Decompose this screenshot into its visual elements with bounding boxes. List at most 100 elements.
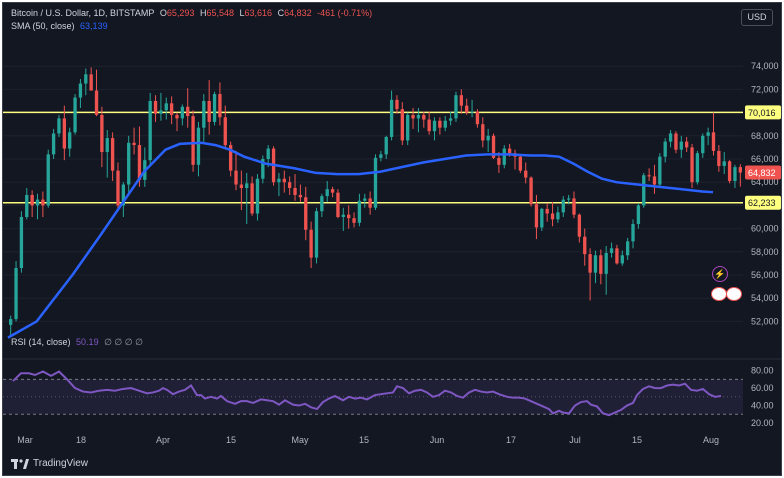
candle[interactable] xyxy=(164,97,168,120)
candle[interactable] xyxy=(540,207,544,231)
candle[interactable] xyxy=(202,94,206,142)
last-price-badge[interactable] xyxy=(745,165,781,180)
candle[interactable] xyxy=(363,193,367,208)
candle[interactable] xyxy=(599,249,603,285)
candle[interactable] xyxy=(427,111,431,135)
candle[interactable] xyxy=(153,95,158,122)
candle[interactable] xyxy=(46,149,50,208)
candle[interactable] xyxy=(625,237,630,260)
candle[interactable] xyxy=(148,92,152,165)
candle[interactable] xyxy=(647,168,651,182)
candle[interactable] xyxy=(196,121,201,177)
candle[interactable] xyxy=(304,186,308,241)
candle[interactable] xyxy=(636,203,641,229)
candle[interactable] xyxy=(620,250,624,266)
candle[interactable] xyxy=(250,176,254,216)
rsi-header[interactable]: RSI (14, close) 50.19 ∅ ∅ ∅ ∅ xyxy=(11,337,146,348)
candle[interactable] xyxy=(212,91,217,126)
candle[interactable] xyxy=(116,162,120,212)
level-badge[interactable] xyxy=(745,195,781,210)
candle[interactable] xyxy=(411,107,415,129)
candle[interactable] xyxy=(658,153,662,188)
candle[interactable] xyxy=(432,117,437,141)
candle[interactable] xyxy=(465,98,469,115)
candle[interactable] xyxy=(62,105,66,161)
candle[interactable] xyxy=(722,152,726,175)
candle[interactable] xyxy=(94,69,99,117)
candle[interactable] xyxy=(347,205,351,229)
candle[interactable] xyxy=(132,127,136,155)
candle[interactable] xyxy=(228,141,233,177)
candle[interactable] xyxy=(368,191,372,215)
candle[interactable] xyxy=(711,112,716,156)
candle[interactable] xyxy=(309,221,313,269)
candle[interactable] xyxy=(191,110,195,172)
candle[interactable] xyxy=(373,154,378,211)
candle[interactable] xyxy=(545,203,549,222)
candle[interactable] xyxy=(73,94,77,135)
candle[interactable] xyxy=(277,172,281,197)
candle[interactable] xyxy=(572,191,576,219)
candle[interactable] xyxy=(352,212,356,228)
candle[interactable] xyxy=(100,106,104,168)
candle[interactable] xyxy=(9,315,13,336)
candle[interactable] xyxy=(727,160,732,184)
candle[interactable] xyxy=(223,105,227,149)
candle[interactable] xyxy=(733,164,737,188)
alert-icon[interactable]: ⚡ xyxy=(712,266,728,282)
candle[interactable] xyxy=(615,244,619,265)
candle[interactable] xyxy=(127,135,131,195)
candle[interactable] xyxy=(706,127,710,146)
candle[interactable] xyxy=(234,150,238,191)
candle[interactable] xyxy=(357,193,362,227)
candle[interactable] xyxy=(57,114,61,137)
candle[interactable] xyxy=(438,117,442,135)
candle[interactable] xyxy=(19,211,24,273)
candle[interactable] xyxy=(454,91,458,122)
candle[interactable] xyxy=(159,92,163,121)
candle[interactable] xyxy=(443,116,447,132)
candle[interactable] xyxy=(604,246,608,295)
candle[interactable] xyxy=(169,96,174,125)
candle[interactable] xyxy=(556,206,560,223)
candle[interactable] xyxy=(475,109,480,128)
candle[interactable] xyxy=(631,219,635,249)
candle[interactable] xyxy=(524,162,528,184)
symbol-title[interactable]: Bitcoin / U.S. Dollar, 1D, BITSTAMP xyxy=(11,8,155,18)
candle[interactable] xyxy=(239,170,244,211)
candle[interactable] xyxy=(566,194,571,205)
candle[interactable] xyxy=(481,117,485,148)
candle[interactable] xyxy=(502,145,506,169)
candle[interactable] xyxy=(379,150,383,162)
candle[interactable] xyxy=(336,189,340,219)
candle[interactable] xyxy=(470,99,474,118)
candle[interactable] xyxy=(30,190,34,217)
candle[interactable] xyxy=(422,111,426,128)
candle[interactable] xyxy=(245,172,249,224)
candle[interactable] xyxy=(282,170,286,193)
candle[interactable] xyxy=(341,207,345,231)
candle[interactable] xyxy=(717,145,721,172)
candle[interactable] xyxy=(690,143,694,188)
candle[interactable] xyxy=(529,176,533,207)
candle[interactable] xyxy=(384,135,388,159)
candle[interactable] xyxy=(668,130,673,148)
candle[interactable] xyxy=(389,90,394,141)
flag-icon[interactable] xyxy=(711,287,727,301)
currency-button[interactable]: USD xyxy=(741,9,773,26)
chart-canvas[interactable]: 52,00054,00056,00058,00060,00062,00064,0… xyxy=(3,3,782,476)
candle[interactable] xyxy=(175,112,179,132)
candle[interactable] xyxy=(180,104,185,126)
candle[interactable] xyxy=(550,201,555,227)
tradingview-logo[interactable]: TradingView xyxy=(11,458,88,469)
candle[interactable] xyxy=(679,135,683,158)
candle[interactable] xyxy=(685,136,689,153)
candle[interactable] xyxy=(320,193,324,217)
candle[interactable] xyxy=(78,78,83,108)
candle[interactable] xyxy=(395,95,399,114)
candle[interactable] xyxy=(110,132,115,182)
candle[interactable] xyxy=(51,128,56,159)
candle[interactable] xyxy=(609,242,614,258)
candle[interactable] xyxy=(35,193,40,220)
candle[interactable] xyxy=(121,182,126,217)
